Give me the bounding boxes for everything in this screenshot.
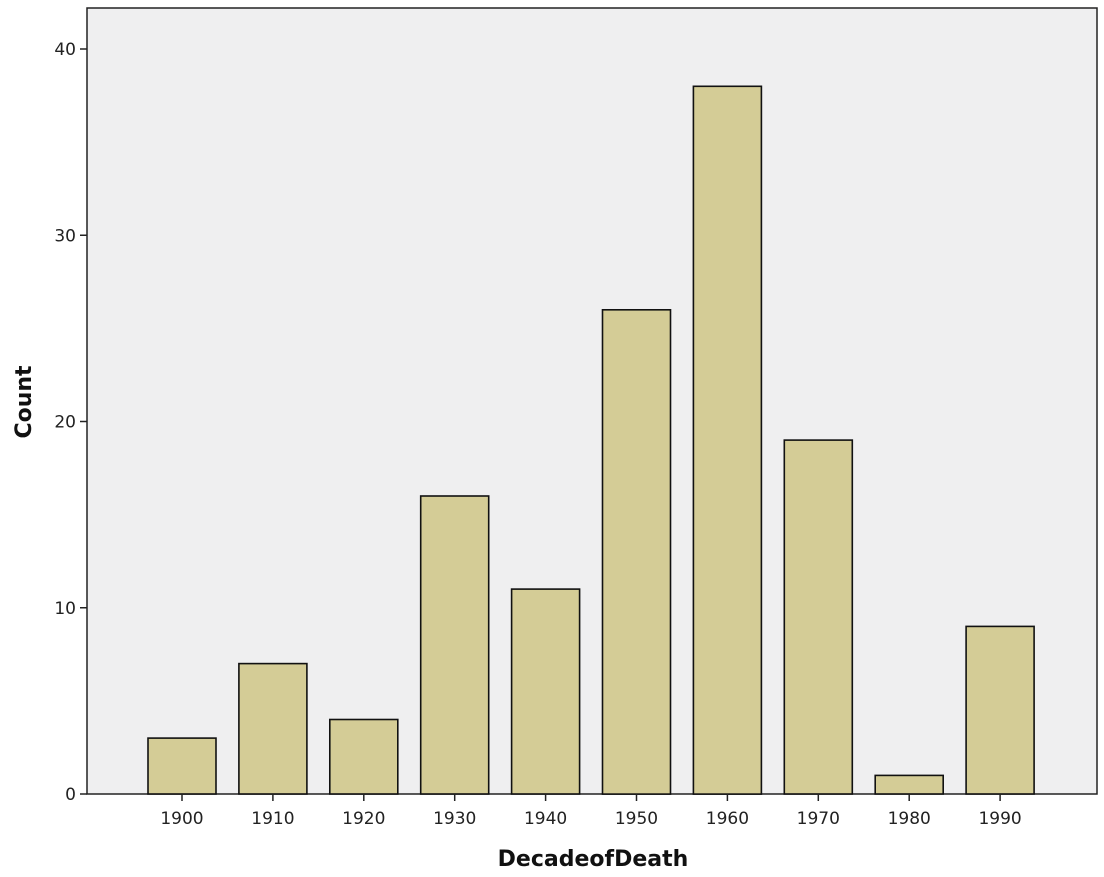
y-tick-label: 10	[54, 599, 76, 619]
bar-1960	[692, 85, 763, 795]
x-tick-label: 1970	[797, 809, 840, 829]
x-tick-label: 1930	[433, 809, 476, 829]
bar-1990	[965, 625, 1035, 795]
y-axis: 0 10 20 30 40	[54, 40, 87, 805]
x-tick-label: 1940	[524, 809, 567, 829]
bars-group	[147, 85, 1035, 795]
y-tick-label: 0	[65, 785, 76, 805]
bar-1910	[238, 662, 308, 795]
x-axis-title: DecadeofDeath	[498, 847, 689, 872]
x-tick-label: 1910	[251, 809, 294, 829]
x-tick-label: 1920	[342, 809, 385, 829]
x-tick-label: 1980	[888, 809, 931, 829]
x-axis: 1900 1910 1920 1930 1940 1950 1960 1970 1980 1990	[160, 794, 1022, 829]
bar-1970	[783, 439, 854, 795]
bar-1950	[601, 308, 672, 795]
y-tick-label: 20	[54, 413, 76, 433]
bar-1920	[328, 718, 399, 795]
bar-1980	[874, 774, 945, 795]
y-axis-title: Count	[12, 365, 37, 439]
x-tick-label: 1900	[160, 809, 203, 829]
y-tick-label: 40	[54, 40, 76, 60]
bar-1900	[147, 737, 217, 795]
x-tick-label: 1950	[615, 809, 658, 829]
y-tick-label: 30	[54, 226, 76, 246]
bar-1930	[419, 495, 490, 795]
x-tick-label: 1960	[706, 809, 749, 829]
bar-1940	[510, 588, 581, 795]
x-tick-label: 1990	[978, 809, 1021, 829]
